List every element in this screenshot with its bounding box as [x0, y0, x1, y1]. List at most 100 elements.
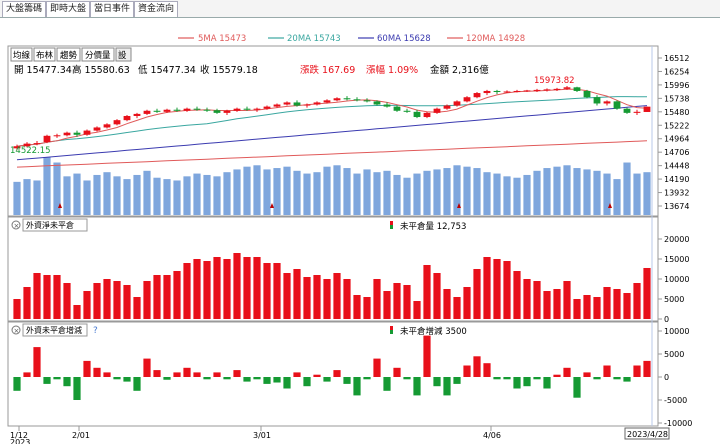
button-price-volume[interactable]	[81, 47, 115, 62]
volume-bar	[593, 170, 601, 215]
oi-change-bar	[543, 377, 551, 389]
oi-change-tick-label: 10000	[664, 327, 689, 336]
oi-bar	[313, 275, 321, 319]
candle-body	[213, 110, 221, 113]
candle-body	[163, 109, 171, 112]
oi-bar	[403, 285, 411, 319]
volume-bar	[63, 176, 71, 215]
oi-select-label: 外資淨未平倉	[26, 220, 74, 230]
button-bollinger[interactable]	[33, 47, 56, 62]
oi-change-bar	[603, 365, 611, 377]
volume-bar	[573, 168, 581, 215]
candle-body	[383, 104, 391, 107]
oi-change-bar	[123, 377, 131, 382]
candle-body	[83, 130, 91, 135]
oi-bar	[493, 259, 501, 319]
event-marker[interactable]	[457, 203, 461, 208]
oi-bar	[643, 267, 651, 319]
volume-bar	[553, 166, 561, 215]
candle-body	[63, 132, 71, 136]
oi-change-panel	[7, 321, 659, 427]
candle-body	[413, 111, 421, 118]
volume-bar	[633, 173, 641, 215]
candle-body	[33, 143, 41, 145]
oi-bar	[23, 287, 31, 319]
oi-tick-label: 20000	[664, 235, 689, 244]
low-mark-label: 14522.15	[10, 146, 51, 156]
oi-change-bar	[63, 377, 71, 387]
oi-bars	[13, 253, 651, 319]
oi-change-axis: 10000 5000 0 -5000 -10000	[658, 327, 692, 428]
oi-change-select-dropdown[interactable]	[22, 323, 88, 337]
volume-bar	[323, 166, 331, 215]
volume-bar	[133, 174, 141, 215]
volume-bar	[43, 157, 51, 215]
candle-body	[583, 90, 591, 98]
x-label-4-06: 4/06	[483, 431, 501, 440]
oi-change-bar	[193, 372, 201, 377]
oi-change-bar	[413, 377, 421, 396]
candle-body	[633, 111, 641, 113]
oi-change-bar	[233, 370, 241, 377]
oi-bar	[183, 263, 191, 319]
volume-bar	[83, 180, 91, 215]
oi-tick-label: 5000	[664, 295, 684, 304]
price-tick-label: 15738	[664, 94, 689, 103]
candle-body	[153, 110, 161, 112]
help-icon[interactable]: ?	[93, 326, 98, 336]
candle-body	[553, 88, 561, 90]
oi-bar	[33, 273, 41, 319]
oi-bar	[623, 293, 631, 319]
tab-events[interactable]: 當日事件	[90, 1, 135, 17]
oi-bar	[343, 279, 351, 319]
volume-bar	[93, 174, 101, 215]
ma60-line	[16, 105, 648, 161]
panel-close-icon[interactable]	[11, 220, 21, 230]
oi-select-dropdown[interactable]	[22, 218, 88, 232]
oi-change-bar	[403, 377, 411, 380]
oi-bar	[93, 283, 101, 319]
oi-bar	[243, 257, 251, 319]
button-settings[interactable]	[115, 47, 132, 62]
x-cursor-date-box	[624, 427, 670, 440]
tab-main-chips[interactable]: 大盤籌碼	[2, 1, 47, 17]
chart-area: 5MA 15473 20MA 15743 60MA 15628 120MA 14…	[0, 17, 720, 447]
oi-change-bar	[443, 377, 451, 396]
price-tick-label: 15480	[664, 108, 689, 117]
oi-change-bar	[493, 377, 501, 380]
volume-bar	[613, 179, 621, 215]
price-tick-label: 14448	[664, 162, 689, 171]
volume-bar	[543, 168, 551, 215]
event-marker[interactable]	[608, 203, 612, 208]
button-trend-label: 趨勢	[60, 50, 78, 61]
candle-body	[233, 108, 241, 111]
oi-bar	[133, 297, 141, 319]
button-trend[interactable]	[56, 47, 81, 62]
ma-legend: 5MA 15473 20MA 15743 60MA 15628 120MA 14…	[178, 34, 525, 44]
tab-realtime[interactable]: 即時大盤	[46, 1, 91, 17]
oi-bar	[53, 275, 61, 319]
oi-bar	[303, 277, 311, 319]
oi-change-bar	[13, 377, 21, 391]
candle-body	[123, 115, 131, 121]
ma20-legend-label: 20MA 15743	[287, 34, 341, 44]
chart-svg: 5MA 15473 20MA 15743 60MA 15628 120MA 14…	[7, 34, 692, 447]
oi-change-bar	[313, 374, 321, 377]
volume-bar	[273, 168, 281, 215]
button-ma[interactable]	[10, 47, 33, 62]
tab-fund-flow[interactable]: 資金流向	[134, 1, 179, 17]
event-marker[interactable]	[270, 203, 274, 208]
volume-bar	[473, 168, 481, 215]
oi-change-bar	[553, 374, 561, 377]
oi-bar	[603, 287, 611, 319]
volume-bar	[403, 177, 411, 215]
event-marker[interactable]	[58, 203, 62, 208]
panel-close-icon[interactable]	[11, 325, 21, 335]
oi-bar	[83, 291, 91, 319]
candle-body	[423, 112, 431, 118]
oi-change-bar	[463, 365, 471, 377]
price-tick-label: 15996	[664, 81, 689, 90]
oi-bar	[143, 281, 151, 319]
oi-tick-label: 10000	[664, 275, 689, 284]
candle-body	[363, 100, 371, 102]
